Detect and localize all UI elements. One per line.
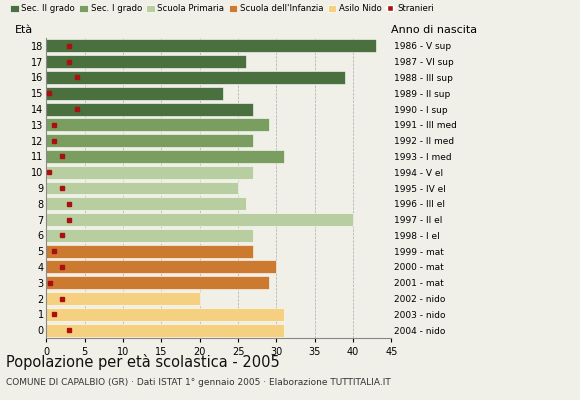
Bar — [46, 213, 353, 226]
Text: COMUNE DI CAPALBIO (GR) · Dati ISTAT 1° gennaio 2005 · Elaborazione TUTTITALIA.I: COMUNE DI CAPALBIO (GR) · Dati ISTAT 1° … — [6, 378, 390, 387]
Bar — [46, 55, 246, 68]
Bar — [46, 118, 269, 131]
Bar — [46, 182, 238, 194]
Bar — [46, 87, 223, 100]
Legend: Sec. II grado, Sec. I grado, Scuola Primaria, Scuola dell'Infanzia, Asilo Nido, : Sec. II grado, Sec. I grado, Scuola Prim… — [10, 4, 434, 13]
Bar — [46, 245, 253, 258]
Bar — [46, 276, 269, 289]
Bar — [46, 197, 246, 210]
Bar — [46, 40, 376, 52]
Bar — [46, 150, 284, 163]
Text: Anno di nascita: Anno di nascita — [392, 25, 477, 35]
Bar — [46, 260, 277, 274]
Bar — [46, 292, 200, 305]
Bar — [46, 71, 346, 84]
Text: Popolazione per età scolastica - 2005: Popolazione per età scolastica - 2005 — [6, 354, 280, 370]
Bar — [46, 308, 284, 321]
Bar — [46, 102, 253, 116]
Text: Età: Età — [15, 25, 34, 35]
Bar — [46, 134, 253, 147]
Bar — [46, 166, 253, 179]
Bar — [46, 324, 284, 336]
Bar — [46, 229, 253, 242]
